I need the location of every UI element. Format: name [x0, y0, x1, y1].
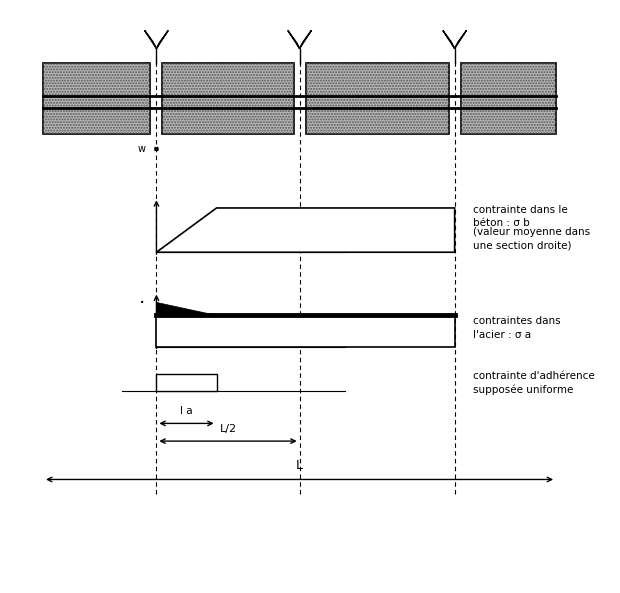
Text: $\sigma$ a: $\sigma$ a — [295, 324, 316, 337]
Polygon shape — [156, 302, 216, 315]
Text: L/2: L/2 — [219, 424, 237, 434]
Bar — [306, 63, 449, 134]
Text: L: L — [296, 460, 303, 473]
Bar — [461, 63, 556, 134]
Polygon shape — [156, 374, 216, 391]
Bar — [306, 63, 449, 134]
Text: contraintes dans
l'acier : σ a: contraintes dans l'acier : σ a — [472, 317, 560, 340]
Text: l a: l a — [180, 406, 193, 416]
Polygon shape — [454, 30, 466, 49]
Text: ·: · — [138, 294, 144, 313]
Polygon shape — [443, 30, 454, 49]
Polygon shape — [156, 315, 454, 347]
Polygon shape — [299, 30, 311, 49]
Polygon shape — [144, 30, 156, 49]
Bar — [43, 63, 151, 134]
Text: contrainte d'adhérence
supposée uniforme: contrainte d'adhérence supposée uniforme — [472, 371, 595, 396]
Bar — [461, 63, 556, 134]
Bar — [43, 63, 151, 134]
Text: (valeur moyenne dans
une section droite): (valeur moyenne dans une section droite) — [472, 227, 590, 250]
Polygon shape — [288, 30, 299, 49]
Polygon shape — [156, 30, 168, 49]
Bar — [162, 63, 294, 134]
Polygon shape — [156, 208, 454, 252]
Bar — [162, 63, 294, 134]
Text: contrainte dans le
béton : σ b: contrainte dans le béton : σ b — [472, 205, 567, 228]
Text: w: w — [138, 144, 146, 154]
Text: $\sigma$ b: $\sigma$ b — [325, 223, 346, 237]
